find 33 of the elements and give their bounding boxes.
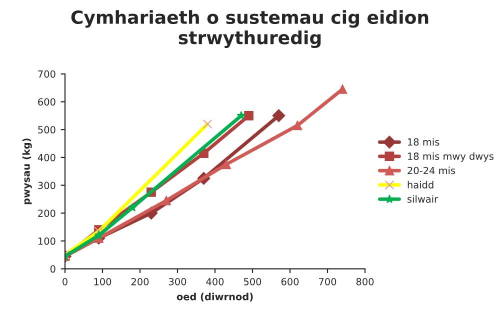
y-tick-label: 400: [38, 154, 56, 162]
point: [162, 196, 171, 206]
legend-label: 18 mis mwy dwys: [408, 152, 494, 162]
legend-label: silwair: [408, 195, 438, 203]
x-tick-label: 800: [356, 278, 374, 286]
x-axis-title: oed (diwrnod): [176, 292, 253, 302]
x-tick-label: 400: [206, 278, 224, 286]
legend-label: 20-24 mis: [408, 166, 456, 174]
point: [94, 230, 104, 240]
x-tick-label: 200: [131, 278, 149, 286]
point: [236, 110, 246, 120]
legend-label: haidd: [408, 180, 434, 188]
y-tick-label: 100: [38, 237, 56, 245]
x-tick-label: 500: [244, 278, 262, 286]
y-tick-label: 0: [50, 265, 56, 273]
x-tick-label: 0: [62, 278, 68, 286]
x-tick-label: 300: [168, 278, 186, 286]
point: [222, 160, 231, 170]
y-tick-label: 600: [38, 98, 56, 106]
chart-title: Cymhariaeth o sustemau cig eidion strwythuredig: [71, 10, 428, 48]
legend-label: 18 mis: [408, 138, 440, 146]
point: [272, 109, 286, 122]
point: [292, 120, 302, 130]
x-tick-label: 700: [319, 278, 336, 286]
x-tick-label: 600: [281, 278, 299, 286]
y-tick-label: 700: [38, 70, 56, 78]
y-tick-label: 300: [38, 182, 56, 190]
point: [128, 202, 137, 212]
point: [244, 110, 254, 120]
y-axis-title: pwysau (kg): [22, 138, 32, 204]
y-tick-label: 200: [38, 210, 56, 217]
x-tick-label: 100: [94, 278, 112, 286]
y-tick-label: 500: [38, 126, 56, 134]
